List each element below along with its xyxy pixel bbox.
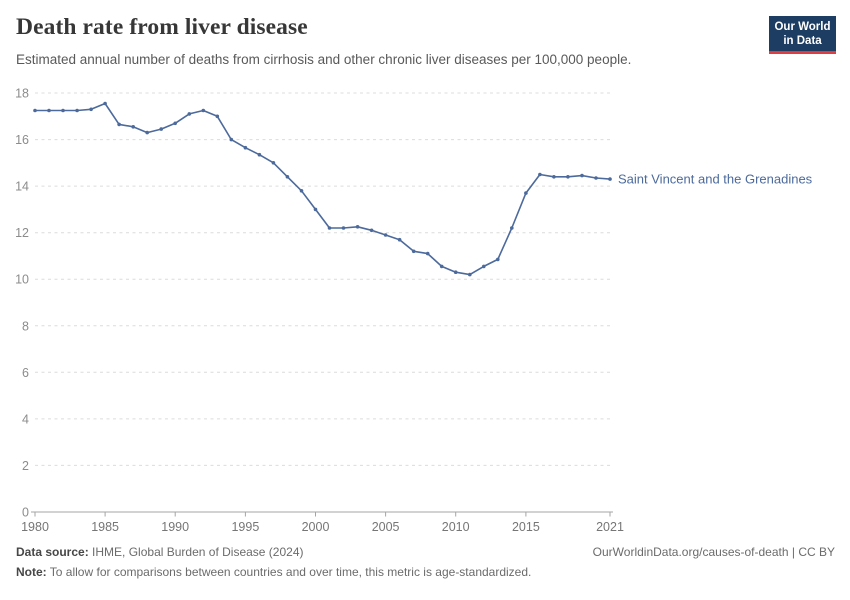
data-point[interactable]	[61, 108, 65, 113]
data-point[interactable]	[453, 270, 458, 275]
footer-note-label: Note:	[16, 565, 47, 579]
data-point[interactable]	[552, 175, 556, 179]
y-tick-label: 12	[15, 226, 29, 240]
y-tick-label: 6	[22, 366, 29, 380]
y-tick-label: 16	[15, 133, 29, 147]
data-point[interactable]	[482, 264, 486, 269]
data-point[interactable]	[383, 233, 388, 237]
data-source: Data source: IHME, Global Burden of Dise…	[16, 545, 303, 559]
data-point[interactable]	[369, 228, 374, 233]
x-tick-label: 2015	[512, 520, 540, 534]
x-tick-label: 1995	[231, 520, 259, 534]
x-tick-label: 2005	[372, 520, 400, 534]
data-point[interactable]	[271, 161, 276, 165]
data-point[interactable]	[468, 272, 472, 277]
x-tick-label: 1980	[21, 520, 49, 534]
y-tick-label: 14	[15, 180, 29, 194]
data-point[interactable]	[117, 122, 121, 127]
x-tick-label: 2021	[596, 520, 624, 534]
chart-subtitle: Estimated annual number of deaths from c…	[16, 52, 632, 67]
y-tick-label: 18	[15, 87, 29, 101]
footer-note-text: To allow for comparisons between countri…	[49, 565, 532, 579]
data-point[interactable]	[594, 176, 598, 180]
data-point[interactable]	[187, 112, 192, 116]
data-point[interactable]	[159, 127, 163, 131]
data-point[interactable]	[425, 251, 430, 256]
y-tick-label: 2	[22, 459, 29, 473]
series-label[interactable]: Saint Vincent and the Grenadines	[618, 172, 813, 187]
data-point[interactable]	[215, 114, 220, 119]
y-tick-label: 8	[22, 319, 29, 333]
data-source-text: IHME, Global Burden of Disease (2024)	[92, 545, 304, 559]
data-point[interactable]	[538, 172, 542, 177]
data-point[interactable]	[439, 264, 444, 269]
owid-logo[interactable]: Our World in Data	[769, 16, 836, 55]
data-point[interactable]	[229, 137, 234, 142]
x-tick-label: 2010	[442, 520, 470, 534]
y-tick-label: 0	[22, 506, 29, 520]
data-point[interactable]	[201, 108, 206, 113]
data-point[interactable]	[313, 207, 318, 212]
data-point[interactable]	[411, 249, 416, 254]
data-point[interactable]	[75, 108, 79, 113]
data-point[interactable]	[299, 189, 304, 193]
data-point[interactable]	[397, 237, 402, 242]
data-point[interactable]	[145, 130, 149, 135]
data-point[interactable]	[608, 177, 612, 181]
data-point[interactable]	[103, 101, 107, 106]
footer-note: Note: To allow for comparisons between c…	[16, 565, 531, 579]
data-point[interactable]	[355, 225, 360, 229]
data-line[interactable]	[34, 102, 611, 276]
data-point[interactable]	[285, 175, 290, 179]
data-point[interactable]	[580, 173, 584, 178]
data-point[interactable]	[89, 107, 93, 112]
owid-logo-line1: Our World	[774, 21, 831, 33]
data-point[interactable]	[566, 175, 570, 179]
page-title: Death rate from liver disease	[16, 14, 308, 40]
data-point[interactable]	[341, 226, 346, 230]
x-tick-label: 2000	[302, 520, 330, 534]
data-point[interactable]	[496, 257, 500, 262]
data-point[interactable]	[33, 108, 37, 113]
footer-attribution-link[interactable]: OurWorldinData.org/causes-of-death | CC …	[592, 545, 835, 559]
data-point[interactable]	[257, 152, 262, 157]
data-point[interactable]	[510, 226, 514, 230]
x-tick-label: 1985	[91, 520, 119, 534]
y-tick-label: 10	[15, 273, 29, 287]
owid-logo-line2: in Data	[783, 35, 822, 48]
data-point[interactable]	[243, 145, 248, 150]
chart-footer: Data source: IHME, Global Burden of Dise…	[16, 545, 835, 579]
data-source-label: Data source:	[16, 545, 89, 559]
data-point[interactable]	[327, 226, 332, 230]
data-point[interactable]	[524, 191, 528, 195]
data-point[interactable]	[131, 125, 135, 129]
data-point[interactable]	[173, 121, 177, 126]
x-tick-label: 1990	[161, 520, 189, 534]
data-point[interactable]	[47, 108, 51, 113]
y-tick-label: 4	[22, 412, 29, 426]
